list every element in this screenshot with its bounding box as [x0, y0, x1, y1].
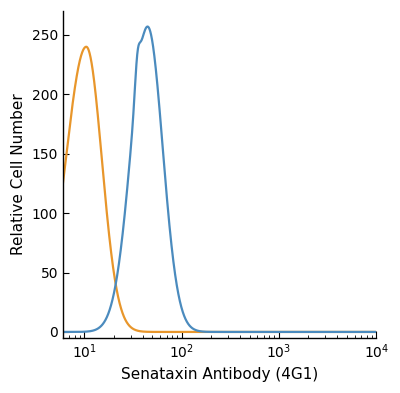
X-axis label: Senataxin Antibody (4G1): Senataxin Antibody (4G1)	[121, 367, 318, 382]
Y-axis label: Relative Cell Number: Relative Cell Number	[11, 94, 26, 255]
